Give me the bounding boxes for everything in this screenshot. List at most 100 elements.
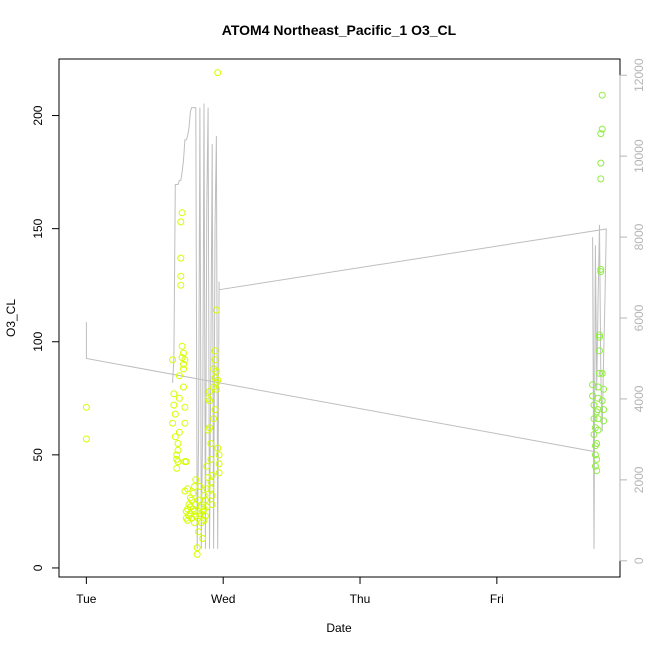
data-point	[214, 444, 222, 452]
data-point	[596, 333, 603, 341]
data-point	[177, 254, 185, 262]
data-point	[180, 383, 187, 391]
data-points	[82, 69, 608, 558]
y2-tick-label: 10000	[632, 139, 646, 173]
data-point	[598, 369, 606, 377]
plot-frame	[58, 58, 621, 578]
data-point	[171, 433, 179, 441]
data-point	[181, 403, 189, 411]
data-point	[171, 410, 179, 418]
x-tick-label: Tue	[76, 592, 97, 606]
data-point	[207, 485, 215, 493]
data-point	[170, 390, 178, 398]
data-point	[210, 415, 218, 423]
data-point	[591, 424, 599, 432]
x-axis: Tue Wed Thu Fri	[76, 576, 504, 606]
data-point	[177, 272, 185, 280]
data-point	[593, 440, 601, 447]
data-point	[175, 428, 183, 436]
data-point	[596, 347, 603, 355]
data-point	[170, 401, 178, 409]
data-point	[212, 306, 220, 314]
data-point	[591, 462, 599, 470]
x-axis-label: Date	[326, 621, 352, 635]
data-point	[169, 356, 177, 364]
data-point	[206, 397, 213, 405]
data-point	[214, 376, 222, 384]
data-point	[173, 451, 181, 459]
data-point	[184, 516, 192, 524]
data-point	[600, 385, 608, 393]
data-point	[177, 281, 185, 289]
data-point	[211, 356, 219, 364]
data-point	[211, 347, 219, 355]
data-point	[597, 159, 605, 167]
data-point	[593, 455, 601, 463]
data-point	[598, 125, 606, 133]
data-point	[206, 424, 213, 432]
data-point	[193, 550, 201, 558]
data-point	[173, 464, 181, 472]
data-line	[85, 103, 607, 549]
data-point	[189, 489, 197, 497]
data-point	[596, 331, 603, 339]
data-point	[207, 478, 215, 486]
data-point	[593, 467, 601, 475]
data-point	[196, 483, 204, 490]
data-point	[597, 268, 605, 276]
data-point	[208, 501, 216, 509]
data-point	[174, 446, 182, 454]
y-tick-label: 0	[31, 564, 45, 571]
data-point	[178, 342, 186, 350]
data-point	[598, 91, 606, 99]
data-point	[203, 485, 211, 493]
data-point	[82, 403, 90, 411]
y2-tick-label: 0	[632, 557, 646, 564]
data-point	[184, 485, 192, 493]
data-point	[206, 388, 213, 395]
series-line-0	[85, 103, 607, 549]
data-point	[594, 415, 602, 423]
data-point	[174, 458, 182, 466]
data-point	[208, 492, 216, 500]
data-point	[214, 69, 222, 77]
data-point	[200, 516, 208, 524]
data-point	[207, 440, 215, 447]
data-point	[212, 367, 220, 375]
data-point	[215, 460, 223, 468]
data-point	[195, 496, 203, 504]
data-point	[215, 469, 223, 477]
data-point	[174, 440, 182, 447]
x-tick-label: Wed	[211, 592, 235, 606]
data-point	[191, 483, 198, 490]
data-point	[169, 419, 177, 427]
data-point	[208, 471, 216, 479]
data-point	[590, 415, 598, 423]
y-tick-label: 100	[31, 331, 45, 351]
data-point	[195, 528, 203, 536]
data-point	[193, 544, 201, 552]
data-point	[192, 512, 200, 520]
data-point	[200, 492, 208, 500]
data-point	[200, 505, 208, 513]
data-point	[590, 431, 598, 438]
y-axis-right: 0 2000 4000 6000 8000 10000 12000	[619, 58, 646, 564]
data-point	[597, 265, 605, 273]
data-point	[212, 385, 220, 393]
data-point	[192, 476, 200, 484]
data-point	[82, 435, 90, 443]
data-point	[591, 451, 599, 459]
y-tick-label: 50	[31, 448, 45, 462]
y-axis-left: 0 50 100 150 200	[31, 105, 60, 571]
data-point	[600, 406, 608, 414]
data-point	[181, 356, 189, 364]
y2-tick-label: 6000	[632, 304, 646, 331]
x-tick-label: Fri	[490, 592, 504, 606]
y2-tick-label: 2000	[632, 466, 646, 493]
data-point	[186, 494, 194, 502]
data-point	[207, 455, 215, 463]
data-point	[594, 394, 602, 402]
y2-tick-label: 4000	[632, 385, 646, 412]
x-tick-label: Thu	[350, 592, 371, 606]
data-point	[597, 130, 605, 138]
